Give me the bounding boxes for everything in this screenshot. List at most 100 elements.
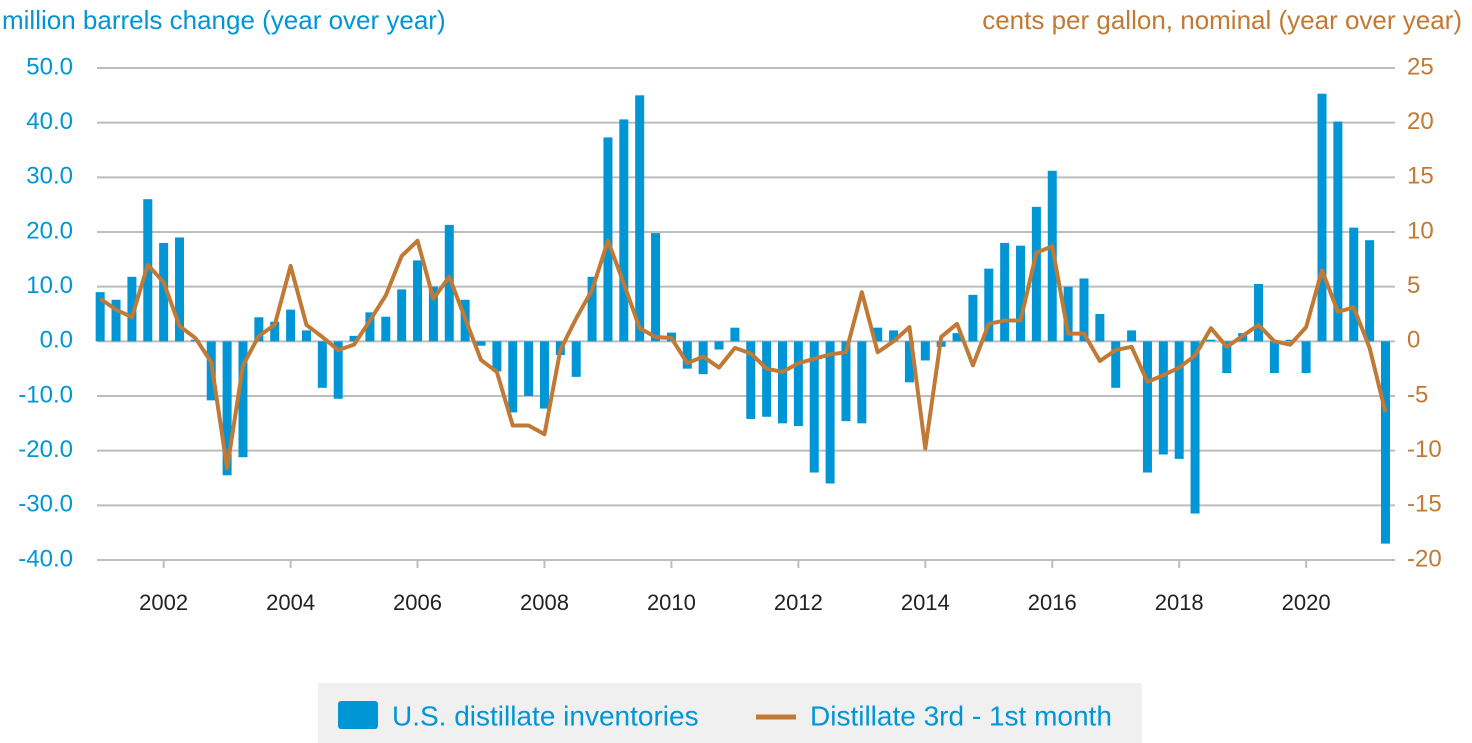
bar bbox=[587, 276, 597, 342]
bar bbox=[381, 316, 391, 342]
bar bbox=[1190, 341, 1200, 514]
bar bbox=[1269, 341, 1279, 374]
bar bbox=[809, 341, 819, 473]
y2-tick-label: 20 bbox=[1407, 108, 1434, 135]
bar bbox=[444, 224, 454, 342]
bar bbox=[476, 341, 486, 346]
bar bbox=[111, 299, 121, 342]
bar bbox=[333, 341, 343, 399]
bar bbox=[1285, 339, 1295, 342]
y2-tick-label: -15 bbox=[1407, 491, 1442, 518]
y-tick-label: 30.0 bbox=[26, 163, 73, 190]
bar bbox=[1349, 227, 1359, 342]
bar bbox=[1142, 341, 1152, 473]
x-tick-label: 2020 bbox=[1282, 590, 1331, 615]
bar bbox=[397, 289, 407, 342]
bar bbox=[1301, 341, 1311, 374]
bar bbox=[968, 294, 978, 342]
y-tick-label: 40.0 bbox=[26, 108, 73, 135]
bar bbox=[920, 341, 930, 361]
bar bbox=[127, 276, 137, 342]
bar bbox=[1380, 341, 1390, 544]
bar bbox=[1365, 240, 1375, 342]
legend-box bbox=[318, 683, 1142, 743]
y2-tick-label: -10 bbox=[1407, 436, 1442, 463]
bar bbox=[682, 341, 692, 369]
y2-tick-label: 25 bbox=[1407, 53, 1434, 80]
bar bbox=[619, 119, 629, 342]
bar bbox=[1031, 206, 1041, 342]
x-tick-label: 2012 bbox=[774, 590, 823, 615]
bar bbox=[159, 242, 169, 342]
bar bbox=[270, 321, 280, 342]
bar bbox=[730, 327, 740, 342]
bar bbox=[1206, 339, 1216, 342]
y-tick-label: -40.0 bbox=[18, 545, 73, 572]
y-tick-label: 10.0 bbox=[26, 272, 73, 299]
bar bbox=[746, 341, 756, 419]
bar bbox=[539, 341, 549, 409]
bar bbox=[254, 317, 264, 342]
bar bbox=[651, 233, 661, 342]
legend-swatch bbox=[338, 701, 378, 729]
bar bbox=[286, 309, 296, 342]
y2-tick-label: 5 bbox=[1407, 272, 1420, 299]
bar bbox=[1111, 341, 1121, 388]
bar bbox=[1158, 341, 1168, 455]
bar bbox=[1317, 93, 1327, 342]
bar bbox=[1222, 341, 1232, 374]
bar bbox=[635, 95, 645, 342]
x-tick-label: 2018 bbox=[1155, 590, 1204, 615]
bar bbox=[95, 292, 105, 342]
bar bbox=[524, 341, 534, 396]
y-tick-label: -30.0 bbox=[18, 491, 73, 518]
bar bbox=[413, 260, 423, 342]
bar bbox=[1079, 278, 1089, 342]
x-tick-label: 2006 bbox=[393, 590, 442, 615]
bar bbox=[1254, 283, 1264, 342]
x-tick-label: 2016 bbox=[1028, 590, 1077, 615]
bar bbox=[492, 341, 502, 372]
bar bbox=[984, 268, 994, 342]
y2-axis-label: cents per gallon, nominal (year over yea… bbox=[982, 5, 1462, 35]
bar bbox=[365, 312, 375, 342]
bar bbox=[904, 341, 914, 383]
bar bbox=[428, 286, 438, 342]
bar bbox=[1016, 245, 1026, 342]
bar bbox=[301, 330, 311, 342]
y-tick-label: 20.0 bbox=[26, 217, 73, 244]
line bbox=[99, 238, 1388, 471]
bar bbox=[793, 341, 803, 427]
y2-tick-label: -20 bbox=[1407, 545, 1442, 572]
bar bbox=[222, 341, 232, 476]
bar bbox=[825, 341, 835, 484]
y2-tick-label: 15 bbox=[1407, 163, 1434, 190]
y-tick-label: -10.0 bbox=[18, 381, 73, 408]
bar bbox=[1174, 341, 1184, 459]
bar bbox=[238, 341, 248, 458]
y-axis-label: million barrels change (year over year) bbox=[2, 5, 446, 35]
bar bbox=[857, 341, 867, 424]
bar bbox=[1333, 121, 1343, 342]
bar bbox=[349, 335, 359, 342]
bar bbox=[1000, 242, 1010, 342]
bar bbox=[1095, 314, 1105, 342]
legend-label: U.S. distillate inventories bbox=[392, 700, 699, 731]
bar bbox=[1127, 330, 1137, 342]
x-tick-label: 2002 bbox=[139, 590, 188, 615]
x-tick-label: 2008 bbox=[520, 590, 569, 615]
bar bbox=[873, 327, 883, 342]
y2-tick-label: 0 bbox=[1407, 327, 1420, 354]
bar bbox=[889, 330, 899, 342]
bar bbox=[762, 341, 772, 417]
bar bbox=[508, 341, 518, 413]
x-tick-label: 2014 bbox=[901, 590, 950, 615]
x-tick-label: 2010 bbox=[647, 590, 696, 615]
y-tick-label: 50.0 bbox=[26, 53, 73, 80]
bar bbox=[714, 341, 724, 350]
legend-label: Distillate 3rd - 1st month bbox=[810, 700, 1112, 731]
bar bbox=[317, 341, 327, 388]
bar bbox=[571, 341, 581, 377]
bar bbox=[1063, 286, 1073, 342]
